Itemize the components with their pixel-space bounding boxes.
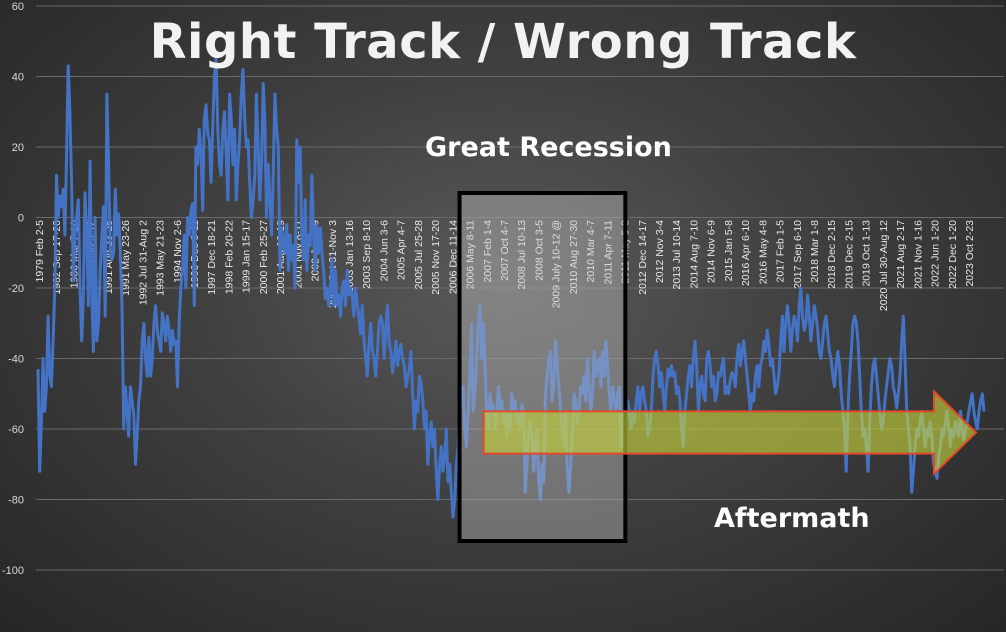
x-tick-label: 2017 Sep 6-10 (792, 220, 804, 289)
x-tick-label: 1998 Feb 20-22 (223, 220, 235, 294)
x-tick-label: 2003 Sep 8-10 (361, 220, 373, 289)
x-tick-label: 2010 Aug 27-30 (568, 220, 580, 294)
x-tick-label: 2017 Feb 1-5 (775, 220, 787, 283)
x-tick-label: 1991 May 23-26 (120, 220, 132, 296)
x-tick-label: 2018 Mar 1-8 (809, 220, 821, 283)
y-tick-label: -60 (8, 424, 24, 436)
x-tick-label: 2008 Oct 3-5 (533, 220, 545, 281)
aftermath-label: Aftermath (714, 503, 870, 534)
y-tick-label: -40 (8, 354, 24, 366)
y-tick-label: 40 (12, 72, 24, 84)
great-recession-box (457, 191, 628, 543)
x-tick-label: 2006 May 8-11 (465, 220, 477, 289)
x-tick-label: 2019 Dec 2-15 (843, 220, 855, 289)
x-tick-label: 2004 Jun 3-6 (378, 220, 390, 281)
x-tick-label: 2023 Oct 2-23 (964, 220, 976, 287)
x-tick-label: 2019 Oct 1-13 (861, 220, 873, 287)
chart-title: Right Track / Wrong Track (149, 14, 857, 70)
x-tick-label: 2009 July 10-12 @ (551, 220, 563, 308)
x-tick-label: 2005 Nov 17-20 (430, 220, 442, 295)
x-tick-label: 2005 Apr 4-7 (396, 220, 408, 280)
aftermath-arrow (482, 388, 978, 477)
x-tick-label: 2013 Jul 10-14 (671, 220, 683, 290)
y-tick-label: -80 (8, 495, 24, 507)
x-tick-label: 2021 Aug 2-17 (895, 220, 907, 288)
x-tick-label: 2011 Apr 7-11 (602, 220, 614, 285)
x-tick-label: 1979 Feb 2-5 (34, 220, 46, 283)
x-tick-label: 2018 Dec 2-15 (826, 220, 838, 289)
y-axis-tick-labels: 60 40 20 0 -20 -40 -60 -80 -100 (2, 1, 24, 577)
x-tick-label: 1992 Jul 31-Aug 2 (137, 220, 149, 305)
great-recession-label: Great Recession (425, 132, 672, 163)
x-tick-label: 2016 Apr 6-10 (740, 220, 752, 286)
x-tick-label: 2022 Jun 1-20 (930, 220, 942, 287)
x-tick-label: 1997 Dec 18-21 (206, 220, 218, 295)
x-tick-label: 2020 Jul 30-Aug 12 (878, 220, 890, 311)
y-tick-label: -20 (8, 283, 24, 295)
x-tick-label: 1993 May 21-23 (155, 220, 167, 296)
annotation-overlays (457, 191, 978, 543)
x-tick-label: 2016 May 4-8 (757, 220, 769, 284)
y-tick-label: 20 (12, 142, 24, 154)
x-tick-label: 2005 Jul 25-28 (413, 220, 425, 290)
x-tick-label: 2008 Jul 10-13 (516, 220, 528, 290)
x-tick-label: 2012 Dec 14-17 (637, 220, 649, 295)
x-tick-label: 1999 Jan 15-17 (241, 220, 253, 293)
x-tick-label: 2007 Oct 4-7 (499, 220, 511, 281)
x-tick-label: 2012 Nov 3-4 (654, 220, 666, 283)
x-tick-label: 2014 Aug 7-10 (688, 220, 700, 288)
x-tick-label: 1982 Sep 17-20 (51, 220, 63, 295)
x-tick-label: 2007 Feb 1-4 (482, 220, 494, 283)
x-tick-label: 2022 Dec 1-20 (947, 220, 959, 289)
x-tick-label: 2015 Jan 5-8 (723, 220, 735, 281)
y-tick-label: -100 (2, 565, 24, 577)
x-tick-label: 2014 Nov 6-9 (706, 220, 718, 283)
y-tick-label: 60 (12, 1, 24, 13)
y-tick-label: 0 (18, 213, 24, 225)
x-tick-label: 2021 Nov 1-16 (912, 220, 924, 289)
x-tick-label: 2010 Mar 4-7 (585, 220, 597, 283)
x-tick-label: 2000 Feb 25-27 (258, 220, 270, 294)
x-tick-label: 1994 Nov 2-6 (172, 220, 184, 283)
x-tick-label: 2006 Dec 11-14 (447, 220, 459, 294)
